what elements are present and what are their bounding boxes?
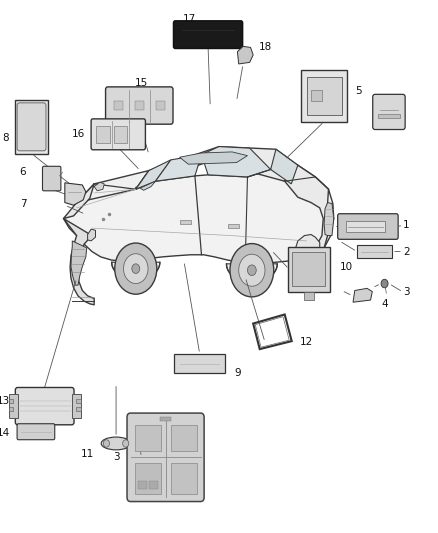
Text: 18: 18 <box>258 42 272 52</box>
Circle shape <box>115 243 157 294</box>
Ellipse shape <box>123 440 129 447</box>
Text: 7: 7 <box>20 199 26 208</box>
Text: 2: 2 <box>403 247 410 256</box>
Polygon shape <box>180 152 247 164</box>
Bar <box>135 425 161 451</box>
Bar <box>135 101 144 110</box>
Text: 13: 13 <box>0 396 10 406</box>
Bar <box>292 252 325 286</box>
Bar <box>138 481 147 489</box>
Text: 1: 1 <box>403 221 410 230</box>
Bar <box>357 245 392 258</box>
Polygon shape <box>64 165 334 264</box>
Circle shape <box>247 265 256 276</box>
Bar <box>311 90 322 101</box>
Circle shape <box>136 441 143 449</box>
FancyBboxPatch shape <box>173 21 243 49</box>
Text: 9: 9 <box>234 368 241 378</box>
Polygon shape <box>226 264 277 282</box>
Text: 8: 8 <box>2 133 9 142</box>
FancyBboxPatch shape <box>15 387 74 425</box>
FancyBboxPatch shape <box>127 413 204 502</box>
Polygon shape <box>88 229 95 241</box>
Bar <box>15 100 48 154</box>
Polygon shape <box>64 184 94 219</box>
Text: 6: 6 <box>20 167 26 176</box>
Text: 4: 4 <box>381 299 388 309</box>
FancyBboxPatch shape <box>17 424 55 440</box>
Polygon shape <box>201 147 271 177</box>
Polygon shape <box>65 183 86 205</box>
Circle shape <box>381 279 388 288</box>
Polygon shape <box>64 219 94 305</box>
Bar <box>76 399 81 403</box>
Bar <box>301 70 347 122</box>
Polygon shape <box>112 262 160 280</box>
FancyBboxPatch shape <box>17 103 46 151</box>
Polygon shape <box>237 46 253 64</box>
Text: 16: 16 <box>72 130 85 139</box>
Polygon shape <box>324 203 334 236</box>
Bar <box>174 354 225 373</box>
Bar <box>288 247 330 292</box>
Text: 10: 10 <box>340 262 353 271</box>
Text: 12: 12 <box>300 337 313 347</box>
Bar <box>171 463 197 494</box>
Bar <box>76 407 81 411</box>
Bar <box>160 417 171 421</box>
Circle shape <box>124 254 148 284</box>
Polygon shape <box>155 155 201 181</box>
Bar <box>156 101 165 110</box>
Bar <box>72 394 81 418</box>
Bar <box>135 463 161 494</box>
Circle shape <box>239 254 265 286</box>
Polygon shape <box>77 171 149 203</box>
Bar <box>9 399 13 403</box>
Bar <box>307 77 342 115</box>
Text: 3: 3 <box>403 287 410 297</box>
Polygon shape <box>296 235 320 261</box>
Polygon shape <box>71 241 87 285</box>
Text: 5: 5 <box>355 86 361 95</box>
Text: 15: 15 <box>134 78 148 87</box>
FancyBboxPatch shape <box>106 87 173 124</box>
Polygon shape <box>353 288 372 302</box>
Polygon shape <box>271 149 298 184</box>
Circle shape <box>132 264 140 273</box>
Ellipse shape <box>101 437 131 450</box>
Bar <box>346 221 385 232</box>
Bar <box>114 101 123 110</box>
Bar <box>378 114 400 118</box>
Bar <box>9 407 13 411</box>
Polygon shape <box>136 147 298 189</box>
Text: 11: 11 <box>81 449 94 459</box>
Bar <box>9 394 18 418</box>
FancyBboxPatch shape <box>42 166 61 191</box>
Text: 14: 14 <box>0 428 10 438</box>
FancyBboxPatch shape <box>338 214 398 239</box>
Bar <box>114 126 127 143</box>
Circle shape <box>230 244 274 297</box>
Ellipse shape <box>103 440 110 447</box>
Bar <box>304 292 314 300</box>
Bar <box>96 126 110 143</box>
Text: 17: 17 <box>183 14 196 23</box>
FancyBboxPatch shape <box>91 119 145 150</box>
Bar <box>149 481 158 489</box>
Polygon shape <box>136 160 171 189</box>
Polygon shape <box>285 165 328 259</box>
Bar <box>228 224 239 228</box>
Polygon shape <box>140 181 155 190</box>
Polygon shape <box>94 182 104 191</box>
Bar <box>180 220 191 224</box>
Text: 3: 3 <box>113 453 120 462</box>
FancyBboxPatch shape <box>373 94 405 130</box>
Bar <box>171 425 197 451</box>
